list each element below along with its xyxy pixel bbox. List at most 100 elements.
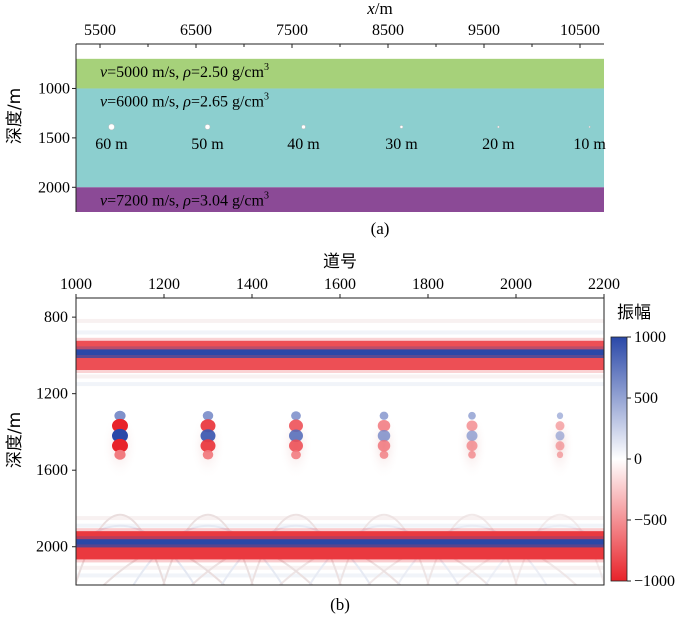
diffractor-3-lobe [289, 439, 303, 453]
diffractor-1-lobe [114, 410, 126, 421]
b-x-tick-label-3: 1600 [324, 276, 356, 293]
a-x-tick-label-4: 9500 [468, 22, 500, 39]
panel-b-x-ticks: 1000 1200 1400 1600 1800 2000 2200 [60, 276, 620, 298]
colorbar: 振幅 1000 500 0 −500 −1000 [610, 303, 675, 590]
diffractor-6-lobe [555, 431, 565, 441]
cavity-5-label: 20 m [482, 136, 515, 153]
diffractor-3-lobe [291, 411, 301, 421]
panel-b-y-ticks: 800 1200 1600 2000 [36, 309, 76, 556]
b-x-tick-label-0: 1000 [60, 276, 92, 293]
cavity-6 [588, 125, 591, 128]
b-y-tick-label-2: 1600 [36, 462, 68, 479]
b-y-tick-label-3: 2000 [36, 539, 68, 556]
colorbar-tick-label-4: −1000 [634, 573, 675, 590]
diffractor-6-lobe [555, 421, 565, 431]
colorbar-tick-label-3: −500 [634, 512, 667, 529]
panel-a-caption: (a) [371, 219, 390, 238]
diffractor-2-lobe [200, 429, 216, 443]
layer-1-label: v=5000 m/s, ρ=2.50 g/cm3 [100, 62, 269, 81]
cavity-group: 60 m 50 m 40 m 30 m 20 m 10 m [95, 123, 606, 153]
cavity-2 [204, 124, 211, 130]
noise-stripe [76, 573, 604, 578]
layer-2 [76, 88, 604, 188]
diffractor-5-lobe [466, 420, 478, 432]
panel-a-model: 60 m 50 m 40 m 30 m 20 m 10 m v=5000 m/s, ρ=2… [5, 0, 606, 238]
a-y-tick-label-0: 1000 [38, 80, 70, 97]
b-x-tick-label-2: 1400 [236, 276, 268, 293]
panel-b-y-axis-label: 深度/m [5, 412, 25, 468]
colorbar-ticks: 1000 500 0 −500 −1000 [627, 329, 675, 590]
diffractor-4-lobe [379, 450, 389, 459]
diffractor-1-lobe [114, 449, 126, 460]
diffractor-2-lobe [202, 450, 214, 460]
a-y-tick-label-2: 2000 [38, 179, 70, 196]
panel-a-y-axis-label: 深度/m [5, 88, 25, 144]
diffractor-4-lobe [379, 411, 389, 420]
diffractor-5-lobe [466, 430, 478, 442]
b-x-tick-label-1: 1200 [148, 276, 180, 293]
diffractor-1-lobe [112, 438, 128, 453]
cavity-1 [108, 123, 115, 131]
layer-2-label: v=6000 m/s, ρ=2.65 g/cm3 [100, 91, 269, 110]
colorbar-gradient [610, 336, 628, 582]
b-x-tick-label-4: 1800 [412, 276, 444, 293]
diffraction-tail-6 [484, 524, 604, 585]
reflection-bands [76, 337, 604, 563]
b-y-tick-label-0: 800 [44, 309, 68, 326]
cavity-2-label: 50 m [191, 136, 224, 153]
layer-3-label: v=7200 m/s, ρ=3.04 g/cm3 [100, 190, 269, 209]
diffractor-4-lobe [377, 429, 391, 442]
diffraction-tail-2 [132, 524, 284, 585]
reflection-band-3 [76, 358, 604, 371]
a-x-tick-label-1: 6500 [180, 22, 212, 39]
noise-stripe [76, 516, 604, 521]
colorbar-tick-label-0: 1000 [634, 329, 666, 346]
cavity-4 [399, 125, 404, 129]
a-x-tick-label-3: 8500 [372, 22, 404, 39]
cavity-1-label: 60 m [95, 136, 128, 153]
diffraction-tail-3 [220, 524, 372, 585]
diffraction-tail-5 [396, 524, 548, 585]
panel-a-x-ticks: 5500 6500 7500 8500 9500 10500 [84, 22, 600, 48]
diffractor-3-lobe [291, 450, 301, 460]
layer-label-group: v=5000 m/s, ρ=2.50 g/cm3 v=6000 m/s, ρ=2.… [100, 62, 269, 209]
cavity-6-label: 10 m [573, 136, 606, 153]
diffractor-3-lobe [289, 429, 303, 443]
a-y-tick-label-1: 1500 [38, 130, 70, 147]
b-x-tick-label-6: 2200 [588, 276, 620, 293]
b-y-tick-label-1: 1200 [36, 386, 68, 403]
colorbar-tick-label-1: 500 [634, 390, 658, 407]
diffractor-4-lobe [377, 419, 391, 432]
colorbar-title: 振幅 [617, 303, 651, 323]
panel-a-y-ticks: 1000 1500 2000 [38, 80, 76, 196]
noise-stripe [76, 374, 604, 379]
panel-b-plot-area [76, 318, 604, 585]
diffractor-group [102, 410, 575, 480]
layer-group [76, 58, 604, 212]
b-x-tick-label-5: 2000 [500, 276, 532, 293]
cavity-4-label: 30 m [385, 136, 418, 153]
diffractor-6-lobe [556, 412, 564, 420]
cavity-5 [497, 125, 500, 129]
diffractor-1-lobe [112, 418, 128, 433]
background-noise [76, 318, 604, 578]
noise-stripe [76, 318, 604, 323]
diffractor-5-lobe [468, 411, 476, 420]
diffractor-2-lobe [200, 439, 216, 453]
diffractor-1-lobe [112, 428, 128, 443]
noise-stripe [76, 523, 604, 528]
panel-b-x-axis-label: 道号 [323, 252, 357, 272]
diffractor-5-lobe [466, 440, 478, 452]
diffractor-6-lobe [556, 451, 564, 459]
reflection-band-6 [76, 547, 604, 560]
panel-a-x-axis-label: x/m [366, 0, 393, 18]
panel-b-section: 1000 1200 1400 1600 1800 2000 2200 800 1200 1600… [5, 252, 675, 614]
diffractor-3-lobe [289, 419, 303, 433]
diffraction-tail-4 [308, 524, 460, 585]
diffraction-tail-1 [76, 524, 196, 585]
noise-stripe [76, 330, 604, 335]
diffractor-2-lobe [202, 411, 214, 421]
a-x-tick-label-0: 5500 [84, 22, 116, 39]
a-x-tick-label-5: 10500 [560, 22, 600, 39]
